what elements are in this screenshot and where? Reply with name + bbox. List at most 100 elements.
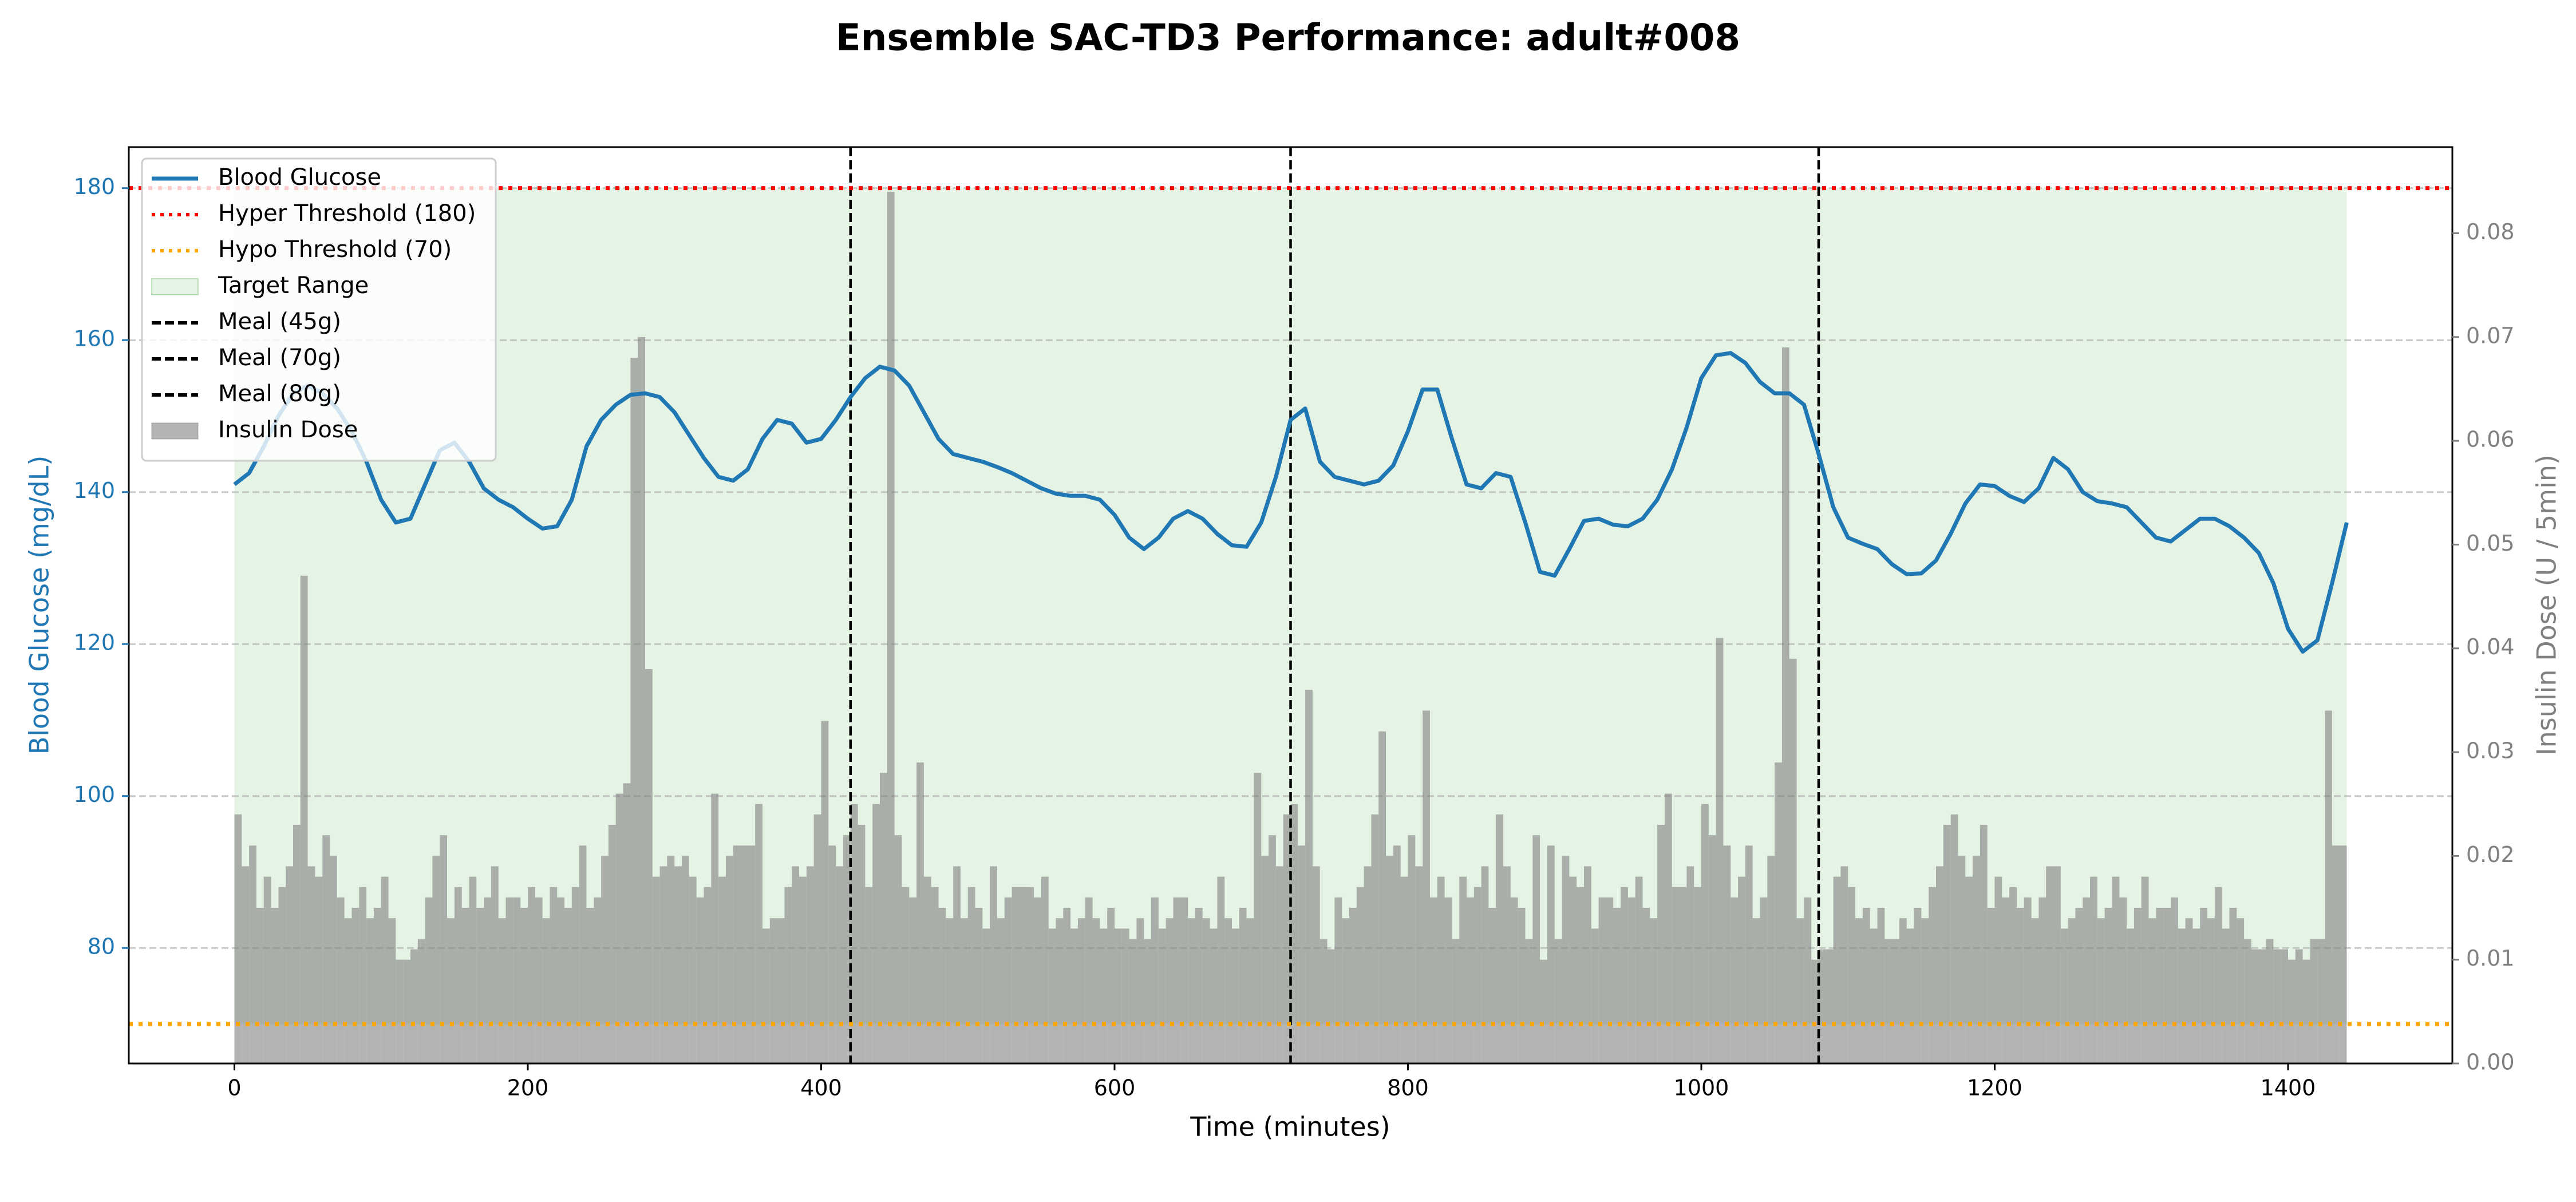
insulin-bar (1870, 928, 1878, 1063)
insulin-bar (1936, 866, 1943, 1063)
insulin-bar (2002, 897, 2010, 1063)
insulin-bar (1664, 793, 1672, 1063)
insulin-bar (1899, 918, 1907, 1063)
insulin-bar (674, 866, 682, 1063)
insulin-bar (498, 918, 506, 1063)
insulin-bar (242, 866, 250, 1063)
insulin-bar (1334, 897, 1342, 1063)
insulin-bar (1591, 928, 1599, 1063)
insulin-bar (1848, 887, 1856, 1063)
insulin-bar (2288, 959, 2296, 1063)
insulin-bar (1107, 908, 1115, 1063)
legend: Blood Glucose Hyper Threshold (180) Hypo T… (141, 157, 497, 462)
insulin-bar (2060, 928, 2068, 1063)
insulin-bar (388, 918, 396, 1063)
insulin-bar (351, 908, 359, 1063)
insulin-bar (1987, 908, 1995, 1063)
insulin-bar (1892, 939, 1899, 1063)
insulin-bar (967, 887, 975, 1063)
insulin-bar (682, 856, 689, 1063)
insulin-bar (1613, 908, 1621, 1063)
insulin-bar (1224, 918, 1232, 1063)
insulin-bar (1151, 897, 1159, 1063)
insulin-bar (1855, 918, 1863, 1063)
y2-tick-label: 0.07 (2466, 323, 2515, 348)
chart-title: Ensemble SAC-TD3 Performance: adult#008 (836, 17, 1740, 60)
insulin-bar (366, 918, 374, 1063)
insulin-bar (711, 793, 719, 1063)
legend-label: Meal (70g) (218, 345, 341, 371)
insulin-bar (520, 908, 528, 1063)
insulin-bar (872, 804, 880, 1063)
insulin-bar (1510, 897, 1518, 1063)
insulin-bar (1246, 918, 1254, 1063)
y-tick-label: 140 (73, 478, 115, 503)
insulin-bar (953, 866, 961, 1063)
y2-tick-label: 0.00 (2466, 1050, 2515, 1075)
insulin-bar (1621, 887, 1628, 1063)
insulin-bar (1950, 814, 1958, 1063)
insulin-bar (1165, 918, 1174, 1063)
insulin-bar (1356, 887, 1364, 1063)
insulin-bar (1789, 658, 1797, 1063)
insulin-bar (1232, 928, 1239, 1063)
insulin-bar (1642, 908, 1650, 1063)
insulin-bar (1708, 835, 1716, 1063)
insulin-bar (1378, 731, 1386, 1063)
insulin-bar (997, 918, 1005, 1063)
insulin-bar (1906, 928, 1914, 1063)
insulin-bar (2171, 897, 2178, 1063)
insulin-bar (2273, 949, 2281, 1063)
insulin-bar (2031, 918, 2039, 1063)
insulin-bar (1254, 773, 1262, 1063)
insulin-bar (550, 887, 558, 1063)
insulin-bar (1752, 918, 1760, 1063)
insulin-bar (373, 908, 381, 1063)
insulin-bar (571, 887, 579, 1063)
insulin-bar (1694, 887, 1701, 1063)
insulin-bar (704, 887, 712, 1063)
glucose-line (233, 351, 2349, 654)
insulin-bar (1775, 762, 1782, 1063)
insulin-bar (1965, 876, 1973, 1063)
y2-tick-label: 0.01 (2466, 946, 2515, 971)
insulin-bar (2281, 949, 2288, 1063)
insulin-bar (2148, 918, 2156, 1063)
insulin-bar (1943, 824, 1951, 1063)
insulin-bar (1767, 856, 1775, 1063)
insulin-bar (623, 783, 631, 1063)
insulin-bar (1188, 918, 1195, 1063)
y2-tick-label: 0.03 (2466, 738, 2515, 764)
legend-label: Meal (45g) (218, 309, 341, 335)
insulin-bar (300, 575, 308, 1063)
insulin-bar (1452, 939, 1460, 1063)
insulin-bar (813, 814, 821, 1063)
insulin-bar (615, 793, 623, 1063)
insulin-bar (1342, 918, 1349, 1063)
insulin-bar (1672, 887, 1680, 1063)
insulin-bar (381, 876, 389, 1063)
insulin-bar (271, 908, 279, 1063)
plot-frame (128, 146, 2453, 1065)
insulin-bar (1760, 897, 1768, 1063)
insulin-bar (1305, 690, 1313, 1063)
insulin-bar (1202, 918, 1210, 1063)
insulin-bar (769, 918, 777, 1063)
insulin-bar (1019, 887, 1027, 1063)
insulin-bar (1129, 939, 1137, 1063)
insulin-bar (1958, 856, 1966, 1063)
insulin-bar (2046, 866, 2053, 1063)
insulin-bar (748, 845, 756, 1063)
insulin-bar (1275, 866, 1283, 1063)
insulin-bar (821, 721, 829, 1063)
y-tick-label: 120 (73, 630, 115, 655)
insulin-bar (725, 856, 733, 1063)
insulin-bar (1525, 939, 1533, 1063)
insulin-bar (1136, 918, 1144, 1063)
insulin-bar (293, 824, 301, 1063)
legend-swatch (151, 422, 199, 440)
insulin-bar (1012, 887, 1020, 1063)
insulin-bar (836, 866, 843, 1063)
insulin-bar (1819, 949, 1826, 1063)
insulin-bar (960, 918, 968, 1063)
